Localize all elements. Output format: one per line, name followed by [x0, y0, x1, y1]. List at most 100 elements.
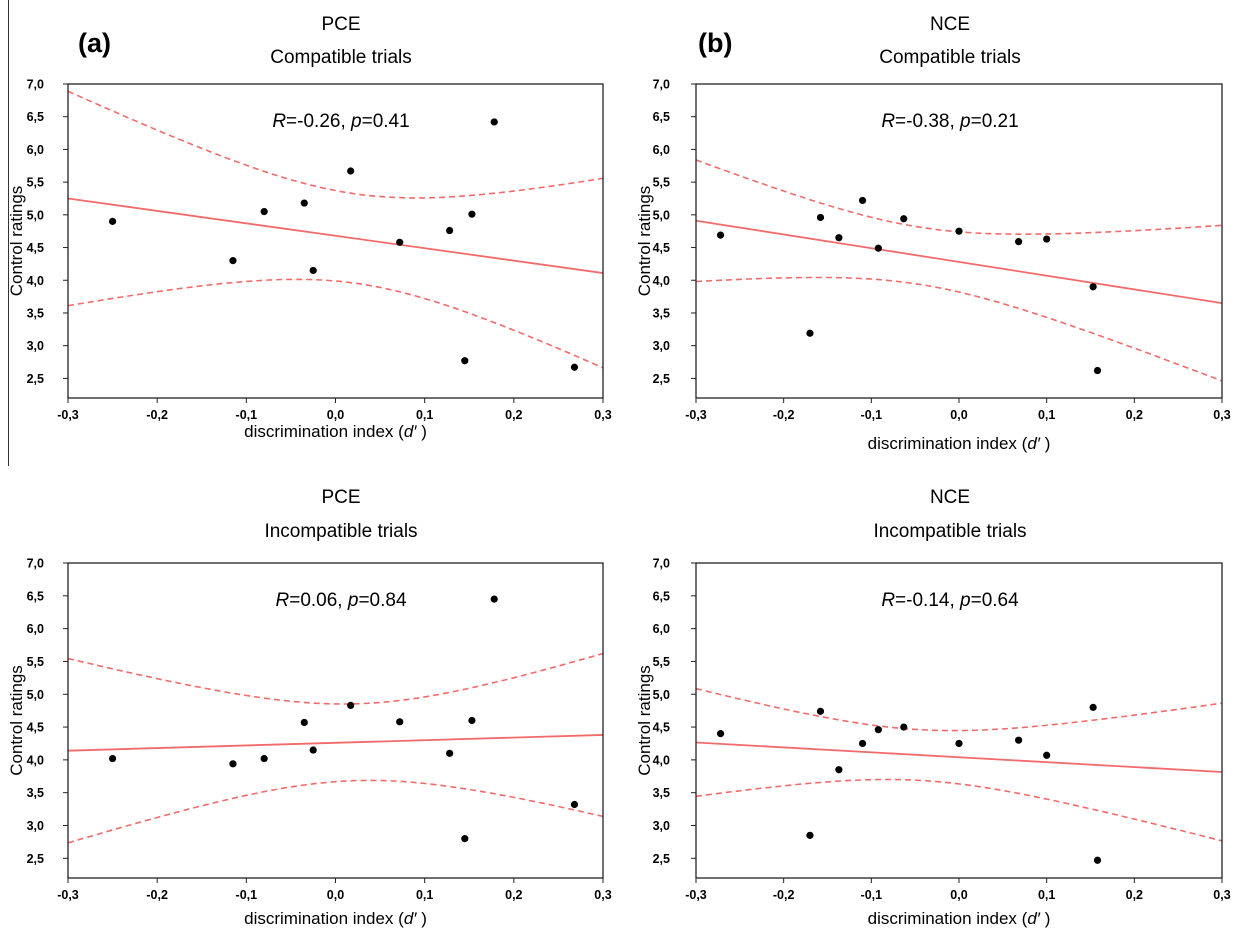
chart-subtitle: Compatible trials — [270, 47, 412, 68]
y-tick-label: 2,5 — [27, 852, 44, 866]
y-tick-label: 6,0 — [653, 143, 670, 157]
data-point — [461, 357, 469, 365]
data-point — [490, 595, 498, 603]
x-tick-label: 0,0 — [327, 888, 344, 902]
y-tick-label: 3,0 — [27, 819, 44, 833]
data-point — [816, 707, 825, 715]
data-point — [806, 329, 814, 337]
data-point — [468, 210, 476, 218]
data-point — [229, 257, 237, 265]
x-tick-label: -0,3 — [57, 408, 79, 422]
data-point — [1089, 283, 1097, 291]
x-tick-label: -0,2 — [146, 408, 168, 422]
y-tick-label: 3,5 — [653, 306, 670, 320]
data-point — [260, 207, 268, 216]
y-tick-label: 6,0 — [653, 622, 670, 636]
data-point — [1093, 366, 1102, 375]
y-tick-label: 3,0 — [27, 339, 44, 353]
y-axis-label: Control ratings — [635, 186, 654, 297]
data-point — [229, 760, 237, 768]
chart-subtitle: Compatible trials — [879, 47, 1021, 68]
confidence-band-upper — [696, 687, 1222, 732]
plot-area — [68, 595, 603, 844]
y-tick-label: 6,5 — [653, 589, 670, 603]
x-tick-label: 0,1 — [1038, 888, 1055, 902]
y-tick-label: 2,5 — [653, 372, 670, 386]
data-point — [806, 831, 814, 839]
data-point — [1043, 751, 1051, 759]
y-tick-label: 5,0 — [653, 688, 670, 702]
data-point — [446, 749, 454, 757]
data-point — [1089, 703, 1097, 711]
x-tick-label: 0,2 — [1126, 888, 1143, 902]
correlation-stat: R=0.06, p=0.84 — [275, 590, 406, 611]
y-tick-label: 3,5 — [27, 786, 44, 800]
correlation-stat: R=-0.26, p=0.41 — [272, 111, 409, 132]
data-point — [874, 244, 882, 252]
data-point — [816, 213, 825, 222]
x-tick-label: 0,1 — [416, 408, 433, 422]
data-point — [1015, 736, 1023, 744]
y-tick-label: 4,0 — [27, 753, 44, 767]
data-point — [347, 167, 355, 175]
y-tick-label: 3,0 — [653, 339, 670, 353]
plot-area — [696, 687, 1222, 864]
chart-title: PCE — [321, 14, 360, 35]
data-point — [716, 730, 725, 738]
data-point — [347, 701, 355, 710]
x-tick-label: 0,0 — [950, 408, 967, 422]
data-point — [570, 800, 579, 809]
chart-panel-2: NCE Compatible trials (b) -0,3 -0,2 -0,1 0,0 0,… — [635, 14, 1231, 453]
x-axis-label: discrimination index (d′ ) — [868, 434, 1051, 453]
y-tick-label: 6,5 — [27, 110, 44, 124]
y-tick-label: 5,0 — [653, 208, 670, 222]
x-tick-label: 0,3 — [1213, 408, 1230, 422]
chart-title: NCE — [930, 487, 970, 508]
data-point — [716, 231, 725, 239]
regression-line — [696, 219, 1222, 305]
x-tick-label: 0,3 — [1213, 888, 1230, 902]
panel-letter: (b) — [698, 28, 732, 58]
data-point — [874, 726, 882, 734]
data-point — [108, 217, 117, 225]
data-point — [260, 754, 268, 763]
y-tick-label: 5,5 — [653, 655, 670, 669]
x-tick-label: -0,1 — [861, 888, 883, 902]
data-point — [300, 199, 308, 207]
y-tick-label: 2,5 — [27, 372, 44, 386]
x-axis-label: discrimination index (d′ ) — [244, 909, 427, 928]
y-tick-label: 4,0 — [653, 274, 670, 288]
plot-area — [696, 159, 1222, 382]
data-point — [461, 835, 469, 843]
y-tick-label: 5,0 — [27, 688, 44, 702]
x-tick-label: -0,1 — [861, 408, 883, 422]
x-tick-label: -0,1 — [236, 888, 258, 902]
y-tick-label: 4,5 — [27, 721, 44, 735]
x-tick-label: 0,2 — [505, 888, 522, 902]
x-tick-label: 0,3 — [594, 888, 611, 902]
data-point — [490, 118, 498, 126]
y-tick-label: 2,5 — [653, 852, 670, 866]
y-tick-label: 6,5 — [653, 110, 670, 124]
y-tick-label: 7,0 — [27, 78, 44, 92]
y-tick-label: 5,5 — [27, 655, 44, 669]
confidence-band-upper — [68, 90, 603, 199]
x-tick-label: -0,2 — [773, 408, 795, 422]
data-point — [396, 238, 404, 246]
x-axis-label: discrimination index (d′ ) — [244, 422, 427, 441]
regression-line — [696, 741, 1222, 773]
y-tick-label: 7,0 — [27, 557, 44, 571]
y-tick-label: 6,0 — [27, 143, 44, 157]
data-point — [468, 716, 476, 725]
chart-panel-3: PCE Incompatible trials -0,3 -0,2 -0,1 0,0 0,1… — [7, 487, 612, 928]
confidence-band-lower — [68, 779, 603, 844]
y-tick-label: 6,5 — [27, 589, 44, 603]
data-point — [108, 754, 117, 763]
x-tick-label: -0,3 — [685, 888, 707, 902]
x-tick-label: 0,2 — [1126, 408, 1143, 422]
confidence-band-upper — [696, 159, 1222, 235]
regression-line — [68, 197, 603, 274]
data-point — [396, 718, 404, 726]
correlation-stat: R=-0.14, p=0.64 — [881, 590, 1019, 611]
